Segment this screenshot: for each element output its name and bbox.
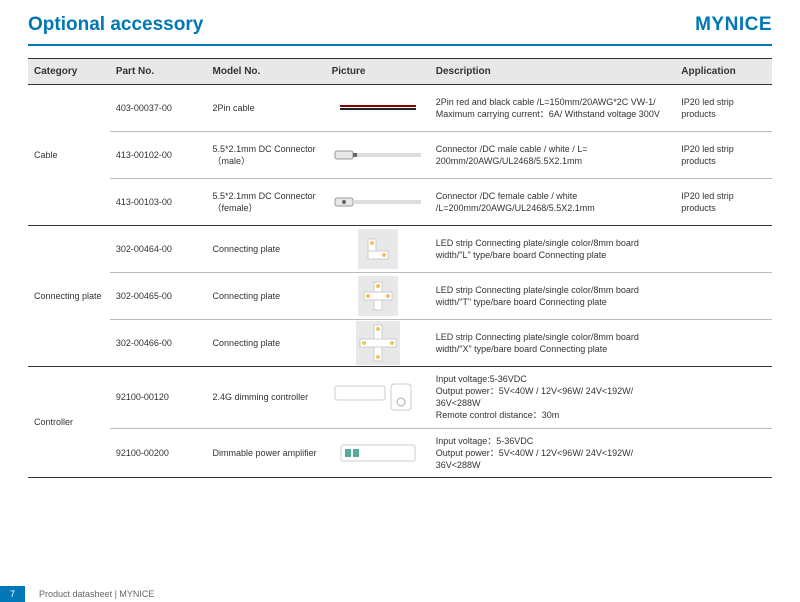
picture-cell <box>326 179 430 226</box>
plate-x-icon <box>332 326 424 360</box>
picture-cell <box>326 85 430 132</box>
controller-icon <box>332 380 424 414</box>
part-number: 302-00465-00 <box>110 273 207 320</box>
column-header: Part No. <box>110 59 207 85</box>
page-number: 7 <box>0 586 25 602</box>
picture-cell <box>326 367 430 429</box>
model-number: Connecting plate <box>207 320 326 367</box>
part-number: 413-00102-00 <box>110 132 207 179</box>
table-row: 302-00465-00Connecting plate LED strip Co… <box>28 273 772 320</box>
application-cell <box>675 226 772 273</box>
dc-female-icon <box>332 185 424 219</box>
part-number: 413-00103-00 <box>110 179 207 226</box>
column-header: Description <box>430 59 676 85</box>
brand-logo: MYNICE <box>695 14 772 36</box>
category-cell: Cable <box>28 85 110 226</box>
table-header-row: CategoryPart No.Model No.PictureDescript… <box>28 59 772 85</box>
picture-cell <box>326 428 430 477</box>
part-number: 92100-00120 <box>110 367 207 429</box>
table-row: Controller92100-001202.4G dimming contro… <box>28 367 772 429</box>
application-cell <box>675 367 772 429</box>
plate-l-icon <box>332 232 424 266</box>
accessory-table: CategoryPart No.Model No.PictureDescript… <box>28 58 772 478</box>
model-number: Connecting plate <box>207 226 326 273</box>
plate-t-icon <box>332 279 424 313</box>
application-cell: IP20 led strip products <box>675 179 772 226</box>
part-number: 92100-00200 <box>110 428 207 477</box>
table-row: 302-00466-00Connecting plate LED strip Co… <box>28 320 772 367</box>
table-row: Cable403-00037-002Pin cable2Pin red and … <box>28 85 772 132</box>
description-cell: LED strip Connecting plate/single color/… <box>430 226 676 273</box>
description-cell: Connector /DC female cable / white /L=20… <box>430 179 676 226</box>
picture-cell <box>326 226 430 273</box>
table-row: 413-00102-005.5*2.1mm DC Connector（male）… <box>28 132 772 179</box>
application-cell <box>675 428 772 477</box>
column-header: Application <box>675 59 772 85</box>
column-header: Picture <box>326 59 430 85</box>
model-number: Connecting plate <box>207 273 326 320</box>
model-number: 2Pin cable <box>207 85 326 132</box>
application-cell <box>675 320 772 367</box>
amplifier-icon <box>332 436 424 470</box>
application-cell <box>675 273 772 320</box>
application-cell: IP20 led strip products <box>675 132 772 179</box>
category-cell: Connecting plate <box>28 226 110 367</box>
page-title: Optional accessory <box>28 14 203 36</box>
page-footer: 7 Product datasheet | MYNICE <box>0 586 800 602</box>
part-number: 302-00464-00 <box>110 226 207 273</box>
table-row: 413-00103-005.5*2.1mm DC Connector（femal… <box>28 179 772 226</box>
application-cell: IP20 led strip products <box>675 85 772 132</box>
table-row: 92100-00200Dimmable power amplifier Input… <box>28 428 772 477</box>
description-cell: 2Pin red and black cable /L=150mm/20AWG*… <box>430 85 676 132</box>
header-divider <box>28 44 772 46</box>
description-cell: Input voltage:5-36VDC Output power：5V<40… <box>430 367 676 429</box>
part-number: 403-00037-00 <box>110 85 207 132</box>
picture-cell <box>326 132 430 179</box>
column-header: Category <box>28 59 110 85</box>
model-number: 5.5*2.1mm DC Connector（female） <box>207 179 326 226</box>
model-number: Dimmable power amplifier <box>207 428 326 477</box>
model-number: 5.5*2.1mm DC Connector（male） <box>207 132 326 179</box>
picture-cell <box>326 273 430 320</box>
table-row: Connecting plate302-00464-00Connecting p… <box>28 226 772 273</box>
part-number: 302-00466-00 <box>110 320 207 367</box>
picture-cell <box>326 320 430 367</box>
model-number: 2.4G dimming controller <box>207 367 326 429</box>
description-cell: Connector /DC male cable / white / L= 20… <box>430 132 676 179</box>
description-cell: Input voltage：5-36VDC Output power：5V<40… <box>430 428 676 477</box>
category-cell: Controller <box>28 367 110 478</box>
page-header: Optional accessory MYNICE <box>0 0 800 44</box>
footer-text: Product datasheet | MYNICE <box>25 589 154 599</box>
description-cell: LED strip Connecting plate/single color/… <box>430 273 676 320</box>
column-header: Model No. <box>207 59 326 85</box>
dc-male-icon <box>332 138 424 172</box>
cable-2pin-icon <box>332 91 424 125</box>
description-cell: LED strip Connecting plate/single color/… <box>430 320 676 367</box>
